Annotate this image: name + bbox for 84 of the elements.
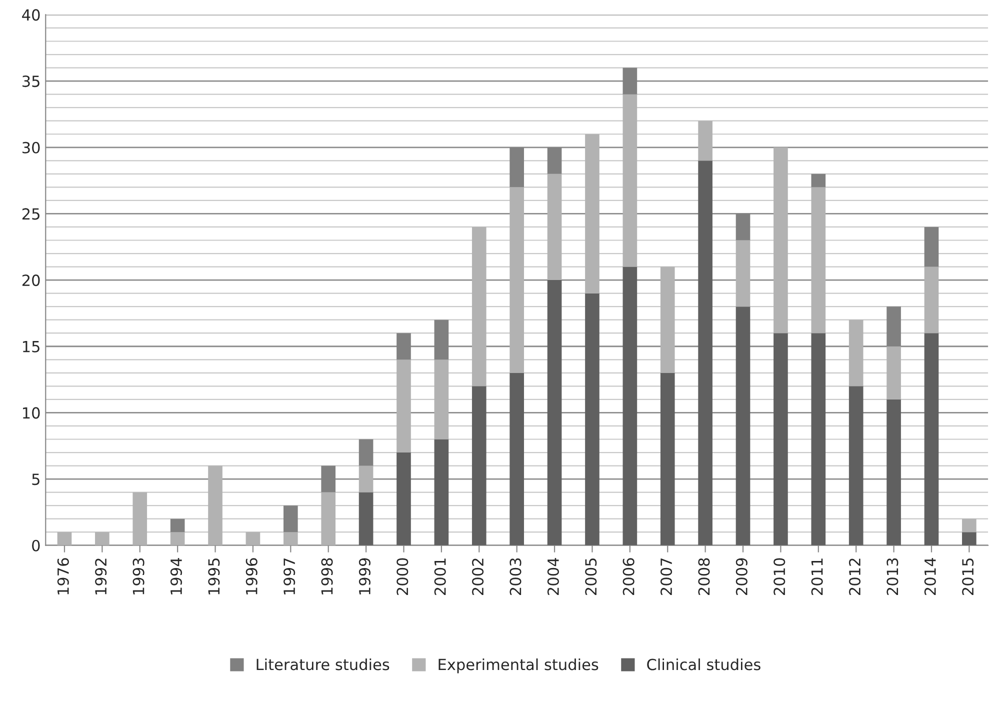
x-tick-label: 2004	[547, 558, 559, 595]
bar	[358, 439, 374, 466]
y-tick-label: 20	[22, 274, 40, 286]
x-tick-label: 1994	[170, 558, 182, 594]
x-tick-label: 2012	[848, 558, 861, 595]
bar	[886, 346, 901, 400]
x-tick-label: 1993	[132, 558, 144, 594]
bar	[622, 266, 638, 546]
bar	[132, 492, 148, 546]
x-tick-label: 2010	[774, 558, 786, 595]
bar	[698, 160, 712, 546]
x-tick-label: 2002	[472, 558, 484, 595]
bar	[283, 532, 298, 546]
bar	[774, 333, 788, 546]
legend-label: Literature studies	[256, 658, 390, 670]
bar	[358, 466, 374, 492]
bar	[585, 134, 600, 294]
bar	[924, 266, 939, 334]
x-tick-label: 1995	[208, 558, 220, 594]
x-tick-label: 2006	[622, 558, 634, 595]
bar	[170, 532, 185, 546]
bar	[585, 293, 600, 546]
bar	[811, 174, 826, 188]
y-tick-label: 25	[22, 208, 40, 220]
bar	[924, 226, 939, 267]
y-tick-label: 15	[23, 341, 40, 352]
x-tick-label: 2009	[736, 558, 748, 595]
bar	[510, 187, 524, 373]
x-tick-label: 2001	[434, 558, 446, 595]
bar	[774, 147, 788, 334]
y-tick-label: 10	[23, 407, 40, 419]
bar	[924, 333, 939, 546]
bar	[622, 94, 638, 267]
bar	[736, 306, 750, 546]
bar	[811, 187, 826, 334]
x-tick-label: 2013	[886, 558, 898, 595]
legend-label: Experimental studies	[438, 658, 598, 674]
y-tick-label: 0	[32, 540, 40, 552]
x-tick-label: 2003	[510, 558, 522, 595]
bar	[396, 452, 411, 546]
bar	[358, 492, 374, 546]
bar	[547, 280, 562, 546]
x-tick-label: 1992	[95, 558, 107, 594]
bar	[57, 532, 72, 546]
x-tick-label: 1997	[284, 558, 296, 594]
legend-label: Clinical studies	[647, 658, 760, 670]
bar	[886, 399, 901, 546]
x-tick-label: 1998	[321, 558, 333, 594]
bar	[547, 174, 562, 280]
x-tick-label: 2007	[660, 558, 672, 595]
x-tick-label: 2008	[698, 558, 710, 595]
x-tick-label: 1976	[57, 558, 69, 594]
x-tick-label: 2014	[924, 558, 936, 595]
bar	[434, 439, 449, 546]
y-tick-label: 5	[32, 474, 40, 486]
bar	[170, 518, 185, 532]
bar	[698, 120, 712, 161]
x-tick-label: 2005	[585, 558, 597, 595]
x-tick-label: 2011	[811, 558, 823, 595]
bar	[208, 466, 222, 546]
x-tick-label: 2000	[396, 558, 408, 595]
bar	[962, 532, 976, 546]
bar	[962, 518, 976, 532]
bar	[848, 386, 864, 546]
bar	[660, 372, 675, 546]
bar	[434, 360, 449, 440]
bar	[472, 226, 486, 386]
bar	[510, 372, 524, 546]
bar	[736, 240, 750, 307]
bar	[848, 320, 864, 386]
bar	[811, 333, 826, 546]
bar	[283, 506, 298, 532]
x-tick-label: 1996	[246, 558, 258, 594]
y-tick-label: 40	[22, 9, 40, 21]
x-tick-label: 2015	[962, 558, 974, 595]
bar	[472, 386, 486, 546]
bar	[660, 266, 675, 373]
bar	[396, 360, 411, 453]
x-tick-label: 1999	[358, 558, 370, 594]
y-tick-label: 30	[22, 142, 40, 154]
bar	[246, 532, 260, 546]
bar	[95, 532, 110, 546]
bar	[321, 492, 336, 546]
y-tick-label: 35	[22, 76, 40, 88]
